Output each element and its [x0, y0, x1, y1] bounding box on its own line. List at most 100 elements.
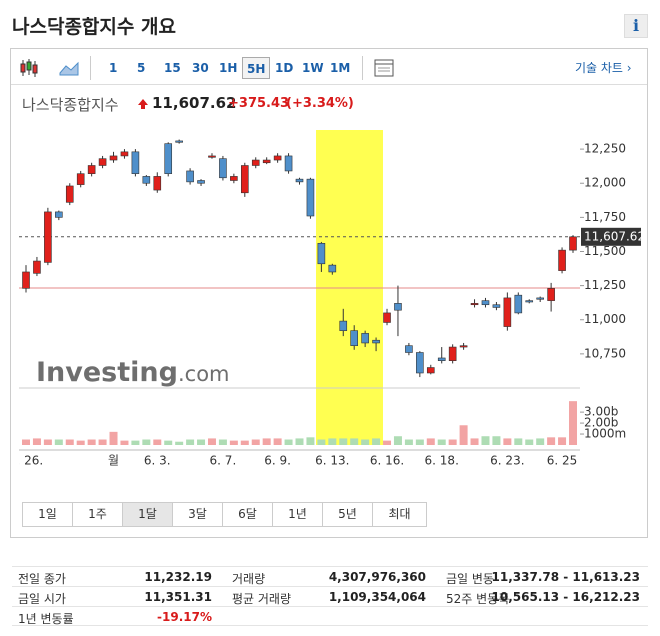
candle-body: [87, 165, 96, 174]
volume-bar: [229, 440, 238, 445]
volume-bar: [339, 438, 348, 445]
candle-body: [120, 151, 129, 157]
candle-body: [230, 176, 238, 181]
period-button[interactable]: 1달: [123, 503, 173, 526]
interval-button[interactable]: 1W: [302, 61, 324, 75]
x-tick-label: 월: [108, 454, 119, 468]
y2-tick-label: 1000m: [584, 427, 626, 441]
candle-body: [55, 211, 63, 218]
volume-bar: [525, 439, 534, 445]
volume-bar: [54, 439, 63, 445]
x-tick-label: 6. 18.: [425, 454, 459, 468]
candle-body: [197, 180, 205, 184]
interval-button[interactable]: 1H: [219, 61, 238, 75]
stats-row: 전일 종가 11,232.19 거래량 4,307,976,360 금일 변동 11,33…: [12, 566, 648, 586]
volume-bar: [218, 439, 227, 445]
candle-body: [142, 176, 151, 184]
watermark-brand: Investing: [36, 357, 178, 388]
candle-body: [262, 159, 271, 164]
candle-body: [416, 352, 424, 374]
volume-bar: [262, 438, 271, 445]
volume-bar: [350, 438, 359, 445]
volume-bar: [131, 440, 140, 445]
quote-change: +375.43: [228, 96, 290, 111]
volume-bar: [448, 439, 457, 445]
candle-body: [569, 236, 577, 251]
candle-body: [164, 143, 173, 174]
candle-body: [339, 320, 348, 331]
x-tick-label: 6. 26.: [9, 454, 43, 468]
candle-body: [208, 155, 216, 158]
interval-button[interactable]: 5: [137, 61, 146, 75]
candle-body: [109, 155, 118, 161]
period-button[interactable]: 6달: [223, 503, 273, 526]
info-button[interactable]: i: [624, 14, 648, 38]
volume-bar: [240, 440, 249, 445]
volume-bar: [251, 439, 260, 445]
screen-icon[interactable]: [373, 57, 395, 79]
candle-body: [153, 176, 162, 191]
volume-bar: [76, 440, 85, 445]
candle-body: [98, 158, 107, 166]
period-button[interactable]: 5년: [323, 503, 373, 526]
candle-body: [317, 243, 326, 265]
chart: Investing.com 6. 26. 월 6. 3. 6. 7. 6. 9. 6. 1…: [9, 130, 645, 468]
interval-button[interactable]: 1D: [275, 61, 294, 75]
volume-bar: [186, 439, 195, 445]
volume-bar: [142, 439, 151, 445]
candle-body: [33, 260, 41, 274]
stat-value: 11,337.78 - 11,613.23: [491, 570, 640, 584]
volume-bar: [558, 437, 567, 445]
volume-bar: [361, 439, 370, 445]
period-button[interactable]: 1일: [23, 503, 73, 526]
stat-label: 전일 종가: [18, 572, 66, 586]
price-box: [581, 227, 641, 246]
price-box-label: 11,607.62: [584, 229, 645, 243]
period-button[interactable]: 3달: [173, 503, 223, 526]
y-tick-label: 11,250: [584, 278, 626, 292]
volume-bar: [514, 438, 523, 445]
watermark: Investing.com: [36, 357, 230, 388]
candle-body: [514, 294, 523, 314]
candle-body: [547, 288, 555, 301]
volume-bar: [481, 436, 490, 445]
volume-bar: [87, 439, 96, 445]
quote-change-pct: (+3.34%): [286, 96, 354, 111]
volume-bar: [536, 438, 545, 445]
interval-button[interactable]: 5H: [242, 57, 271, 79]
interval-button[interactable]: 30: [192, 61, 209, 75]
y-tick-label: 10,750: [584, 346, 626, 360]
candle-body: [536, 297, 544, 300]
volume-bar: [273, 438, 282, 445]
volume-bar: [22, 439, 30, 445]
candle-icon[interactable]: [18, 57, 40, 79]
tech-chart-link[interactable]: 기술 차트 ›: [575, 61, 632, 75]
volume-bar: [175, 441, 184, 445]
volume-bar: [153, 439, 162, 445]
title: 나스닥종합지수 개요: [12, 16, 176, 38]
stat-value: -19.17%: [157, 610, 212, 624]
period-button[interactable]: 1년: [273, 503, 323, 526]
candle-body: [470, 303, 479, 306]
volume-bar: [372, 438, 381, 445]
candle-body: [558, 249, 566, 271]
volume-bar: [207, 438, 216, 445]
candle-body: [44, 211, 52, 263]
quote-name: 나스닥종합지수: [22, 96, 119, 114]
period-button[interactable]: 1주: [73, 503, 123, 526]
period-button[interactable]: 최대: [388, 507, 411, 521]
candle-body: [186, 170, 194, 183]
interval-button[interactable]: 1: [109, 61, 118, 75]
stat-value: 1,109,354,064: [328, 590, 426, 604]
quote-price: 11,607.62: [152, 94, 237, 112]
area-icon[interactable]: [58, 57, 80, 79]
stat-label: 52주 변동폭: [446, 592, 510, 606]
interval-button[interactable]: 1M: [330, 61, 351, 75]
stat-label: 금일 시가: [18, 592, 66, 606]
volume-bar: [383, 440, 392, 445]
interval-button[interactable]: 15: [164, 61, 181, 75]
candle-body: [295, 178, 304, 183]
stat-label: 평균 거래량: [232, 592, 292, 606]
volume-bar: [164, 440, 173, 445]
